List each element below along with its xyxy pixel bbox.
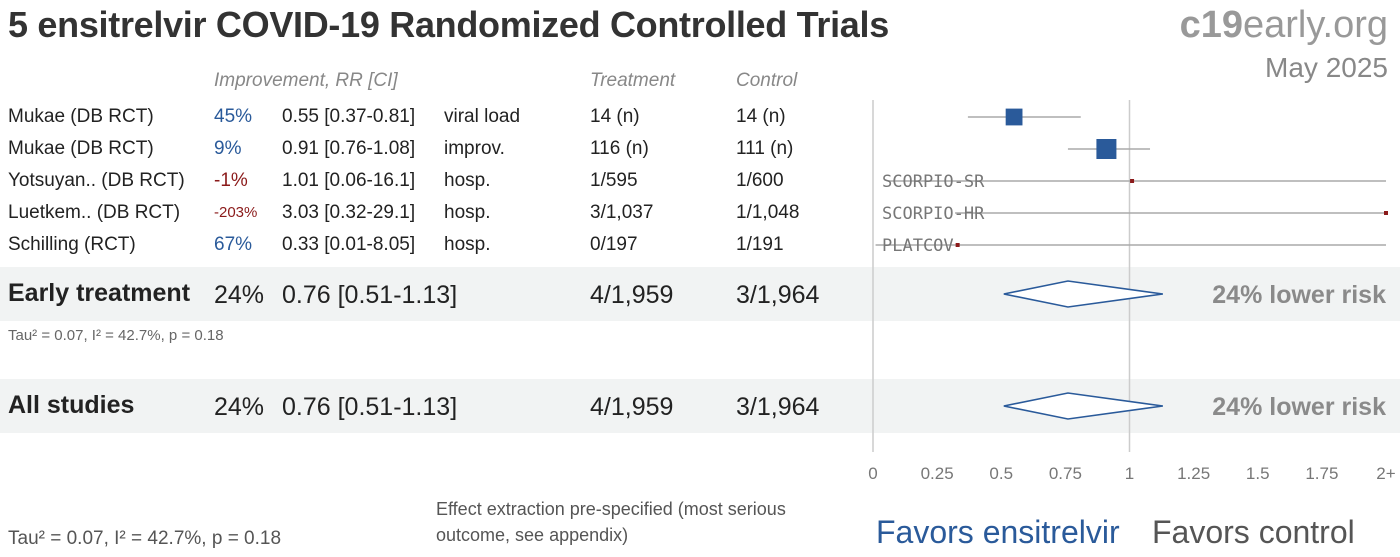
report-date: May 2025	[1265, 52, 1388, 83]
study-name: Yotsuyan.. (DB RCT)	[8, 170, 185, 191]
study-treatment: 1/595	[590, 170, 638, 191]
study-marker	[1005, 108, 1023, 126]
footer-heterogeneity: Tau² = 0.07, I² = 42.7%, p = 0.18	[8, 528, 282, 549]
study-rr-ci: 1.01 [0.06-16.1]	[282, 170, 416, 191]
group-treatment: 4/1,959	[590, 281, 674, 309]
study-treatment: 116 (n)	[590, 138, 649, 159]
study-marker	[1384, 211, 1388, 215]
x-tick-label: 0	[868, 464, 877, 483]
x-tick-label: 0.75	[1049, 464, 1082, 483]
study-rr-ci: 3.03 [0.32-29.1]	[282, 202, 416, 223]
column-header-treatment: Treatment	[590, 70, 676, 91]
summary-diamond	[1003, 280, 1163, 308]
study-outcome: hosp.	[444, 202, 491, 223]
study-name: Mukae (DB RCT)	[8, 138, 154, 159]
favors-treatment-label: Favors ensitrelvir	[876, 514, 1120, 550]
study-improvement: 67%	[214, 234, 253, 255]
study-outcome: viral load	[444, 106, 521, 127]
study-control: 1/1,048	[736, 202, 800, 223]
x-tick-label: 1	[1125, 464, 1134, 483]
study-marker	[955, 243, 960, 247]
column-header-improvement: Improvement, RR [CI]	[214, 70, 398, 91]
group-label: Early treatment	[8, 279, 191, 307]
trial-name-label: SCORPIO-HR	[882, 204, 985, 224]
x-tick-label: 1.75	[1305, 464, 1338, 483]
study-name: Schilling (RCT)	[8, 234, 136, 255]
study-improvement: 9%	[214, 138, 242, 159]
study-treatment: 0/197	[590, 234, 638, 255]
x-tick-label: 1.25	[1177, 464, 1210, 483]
study-rr-ci: 0.33 [0.01-8.05]	[282, 234, 416, 255]
site-logo-bold: c19	[1179, 4, 1243, 46]
group-control: 3/1,964	[736, 393, 820, 421]
study-name: Mukae (DB RCT)	[8, 106, 154, 127]
summary-effect-label: 24% lower risk	[1212, 393, 1386, 421]
study-marker	[1130, 179, 1135, 183]
study-outcome: hosp.	[444, 234, 491, 255]
site-logo-rest: early.org	[1242, 4, 1388, 46]
study-outcome: hosp.	[444, 170, 491, 191]
study-control: 111 (n)	[736, 138, 794, 159]
study-improvement: -1%	[214, 170, 248, 191]
study-control: 14 (n)	[736, 106, 786, 127]
study-rr-ci: 0.55 [0.37-0.81]	[282, 106, 416, 127]
group-control: 3/1,964	[736, 281, 820, 309]
summary-diamond	[1003, 392, 1163, 420]
x-tick-label: 0.5	[989, 464, 1013, 483]
site-logo[interactable]: c19early.org	[1180, 4, 1388, 47]
column-header-control: Control	[736, 70, 798, 91]
study-treatment: 3/1,037	[590, 202, 654, 223]
group-label: All studies	[8, 391, 135, 419]
favors-control-label: Favors control	[1152, 514, 1355, 550]
study-improvement: -203%	[214, 204, 258, 221]
x-tick-label: 0.25	[921, 464, 954, 483]
study-outcome: improv.	[444, 138, 505, 159]
study-control: 1/600	[736, 170, 784, 191]
group-rr-ci: 0.76 [0.51-1.13]	[282, 393, 458, 421]
group-improvement: 24%	[214, 281, 265, 309]
page-title: 5 ensitrelvir COVID-19 Randomized Contro…	[8, 4, 889, 45]
study-name: Luetkem.. (DB RCT)	[8, 202, 181, 223]
study-rr-ci: 0.91 [0.76-1.08]	[282, 138, 416, 159]
study-improvement: 45%	[214, 106, 253, 127]
trial-name-label: PLATCOV	[882, 236, 954, 256]
extraction-note: Effect extraction pre-specified (most se…	[436, 499, 786, 545]
all-studies-band	[0, 379, 1400, 433]
x-tick-label: 2+	[1376, 464, 1395, 483]
trial-name-label: SCORPIO-SR	[882, 172, 985, 192]
summary-effect-label: 24% lower risk	[1212, 281, 1386, 309]
group-treatment: 4/1,959	[590, 393, 674, 421]
study-marker	[1096, 139, 1117, 159]
study-control: 1/191	[736, 234, 784, 255]
group-improvement: 24%	[214, 393, 265, 421]
group-heterogeneity: Tau² = 0.07, I² = 42.7%, p = 0.18	[8, 327, 224, 344]
study-treatment: 14 (n)	[590, 106, 640, 127]
group-rr-ci: 0.76 [0.51-1.13]	[282, 281, 458, 309]
early-treatment-band	[0, 267, 1400, 321]
x-tick-label: 1.5	[1246, 464, 1270, 483]
